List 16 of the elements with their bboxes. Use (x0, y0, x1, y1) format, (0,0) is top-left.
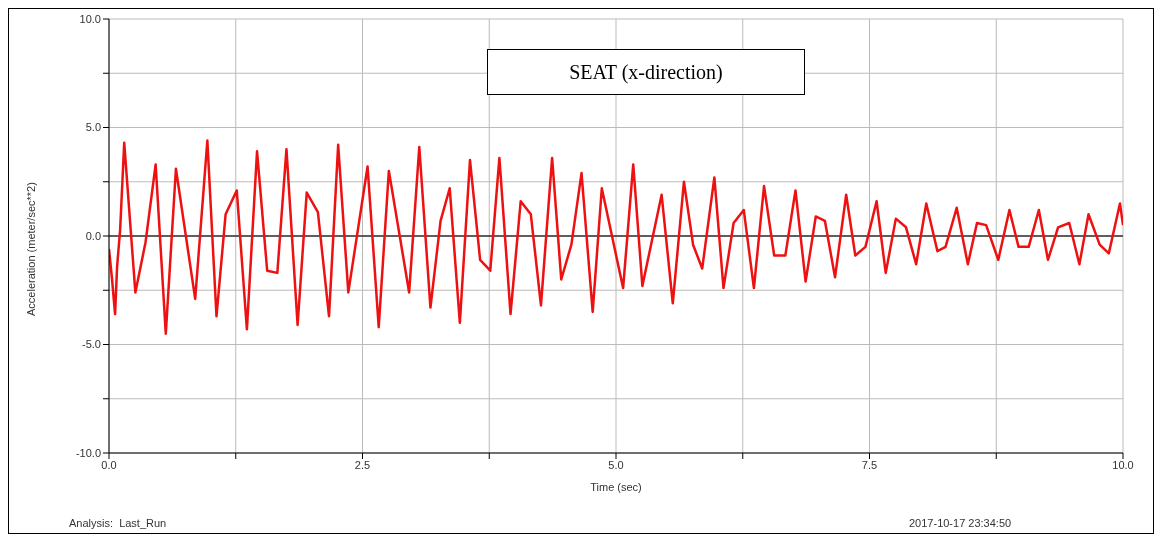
y-tick-label: -5.0 (82, 338, 101, 351)
x-axis-title: Time (sec) (590, 481, 642, 493)
y-tick-label: 5.0 (85, 121, 101, 134)
x-tick-label: 2.5 (354, 458, 371, 471)
x-tick-label: 10.0 (1112, 458, 1134, 471)
x-tick-label: 7.5 (861, 458, 878, 471)
text: 2017-10-17 23:34:50 (909, 517, 1012, 529)
title-frame: SEAT (x-direction) (487, 49, 805, 95)
y-tick-label: 0.0 (85, 229, 101, 242)
line-series (109, 139, 1123, 335)
x-tick-label: 0.0 (101, 458, 117, 471)
text: Analysis: Last_Run (69, 517, 167, 529)
y-tick-label: -10.0 (75, 446, 101, 459)
y-tick-label: 10.0 (79, 12, 101, 25)
y-axis-title: Acceleration (meter/sec**2) (24, 182, 37, 316)
x-tick-label: 5.0 (608, 458, 624, 471)
